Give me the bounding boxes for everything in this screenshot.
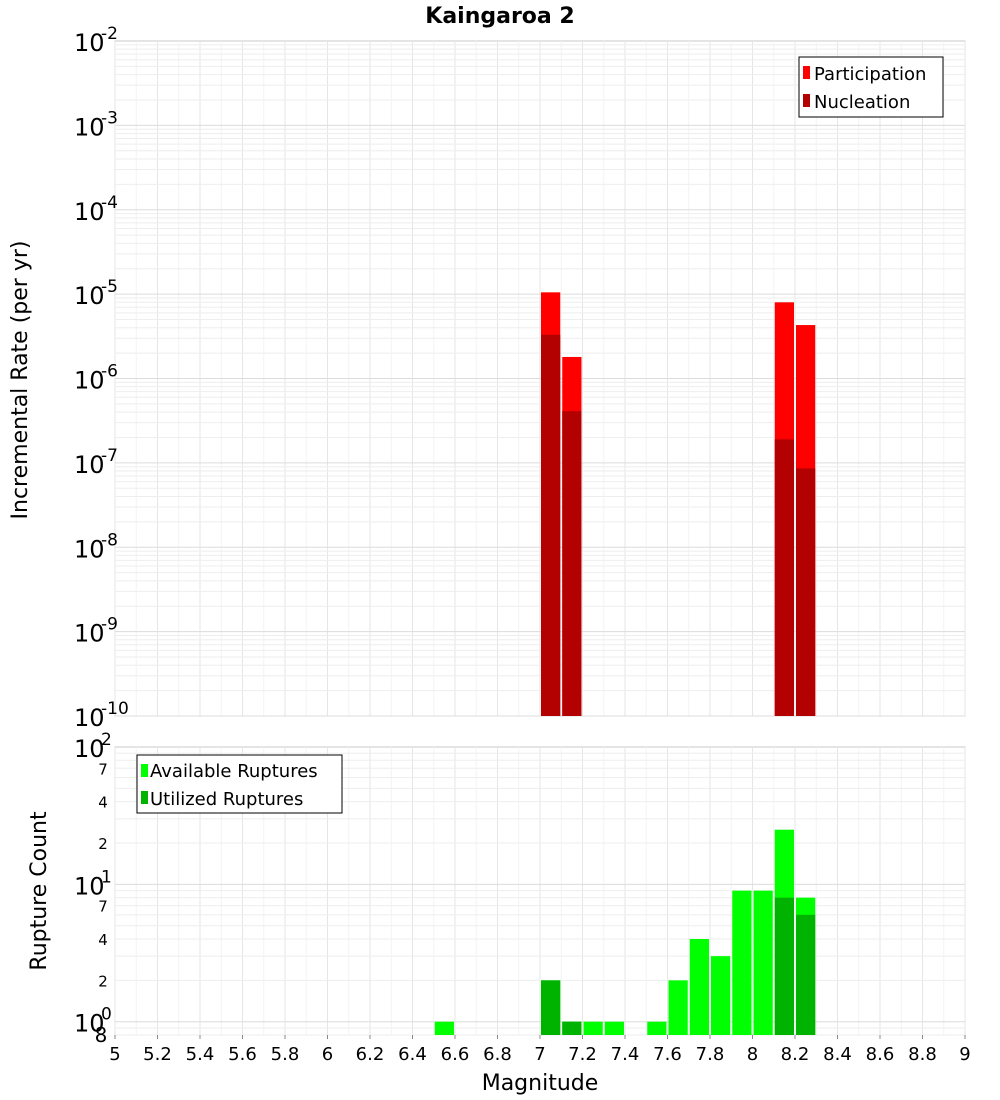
bar-utilized-ruptures	[562, 1021, 582, 1035]
x-tick-label: 5.2	[143, 1044, 172, 1065]
y-tick-exponent: 0	[101, 1005, 112, 1025]
legend-swatch-nucleation	[803, 94, 810, 107]
x-tick-label: 8.6	[866, 1044, 895, 1065]
legend-label-utilized: Utilized Ruptures	[150, 789, 303, 810]
bar-utilized-ruptures	[541, 980, 561, 1035]
bar-nucleation	[541, 334, 561, 716]
y-tick-label: 10	[74, 367, 105, 395]
y-tick-exponent: -5	[101, 277, 118, 297]
legend-label-nucleation: Nucleation	[814, 92, 910, 113]
bar-available-ruptures	[668, 980, 688, 1035]
bottom-bars	[434, 829, 816, 1035]
bar-available-ruptures	[434, 1021, 454, 1035]
y-tick-exponent: -4	[101, 193, 118, 213]
y-minor-tick-label: 7	[98, 760, 108, 778]
top-legend: Participation Nucleation	[798, 56, 944, 118]
y-tick-exponent: -6	[101, 362, 118, 382]
y-minor-tick-label: 2	[98, 835, 108, 853]
top-y-ticks: 10-210-310-410-510-610-710-810-910-10	[74, 24, 129, 732]
legend-label-participation: Participation	[814, 64, 926, 85]
y-minor-tick-label: 7	[98, 898, 108, 916]
x-tick-label: 5	[109, 1044, 120, 1065]
x-tick-label: 7.6	[653, 1044, 682, 1065]
y-minor-tick-label: 4	[98, 931, 108, 949]
chart-title: Kaingaroa 2	[425, 4, 574, 29]
y-tick-label: 10	[74, 113, 105, 141]
y-minor-tick-label: 4	[98, 794, 108, 812]
x-tick-label: 6.2	[356, 1044, 385, 1065]
bottom-grid	[114, 747, 966, 1036]
x-tick-label: 8.2	[781, 1044, 810, 1065]
y-tick-label: 10	[74, 535, 105, 563]
y-tick-label: 10	[74, 704, 105, 732]
top-plot: 10-210-310-410-510-610-710-810-910-10 In…	[8, 24, 966, 732]
bar-available-ruptures	[753, 890, 773, 1035]
y-tick-exponent: 2	[101, 730, 112, 750]
y-tick-label: 10	[74, 451, 105, 479]
bar-available-ruptures	[604, 1021, 624, 1035]
x-tick-label: 5.6	[228, 1044, 257, 1065]
bar-available-ruptures	[583, 1021, 603, 1035]
bar-utilized-ruptures	[796, 914, 816, 1035]
y-tick-label: 10	[74, 198, 105, 226]
y-tick-label: 10	[74, 872, 105, 900]
y-tick-label: 10	[74, 29, 105, 57]
y-tick-label: 10	[74, 282, 105, 310]
legend-swatch-participation	[803, 66, 810, 79]
y-tick-label: 10	[74, 1010, 105, 1038]
y-tick-exponent: -10	[101, 699, 129, 719]
bar-available-ruptures	[732, 890, 752, 1035]
y-tick-exponent: 1	[101, 867, 112, 887]
y-tick-exponent: -8	[101, 530, 118, 550]
x-ticks: 5 5.2 5.4 5.6 5.8 6 6.2 6.4 6.6 6.8 7 7.2 7.4 7.6 7.8 8…	[109, 1035, 971, 1065]
x-tick-label: 6.4	[398, 1044, 427, 1065]
y-tick-label: 10	[74, 735, 105, 763]
legend-swatch-available	[141, 764, 148, 777]
bar-available-ruptures	[647, 1021, 667, 1035]
bar-nucleation	[796, 468, 816, 716]
bottom-y-axis-title: Rupture Count	[27, 811, 52, 971]
x-tick-label: 7	[534, 1044, 545, 1065]
x-tick-label: 8.8	[908, 1044, 937, 1065]
x-tick-label: 6.8	[483, 1044, 512, 1065]
top-grid	[114, 41, 966, 717]
bar-nucleation	[562, 411, 582, 716]
x-tick-label: 7.2	[568, 1044, 597, 1065]
x-tick-label: 7.8	[696, 1044, 725, 1065]
bar-available-ruptures	[711, 956, 731, 1035]
y-tick-label: 10	[74, 620, 105, 648]
bar-nucleation	[774, 439, 794, 716]
x-tick-label: 8	[747, 1044, 758, 1065]
x-tick-label: 5.4	[186, 1044, 215, 1065]
x-tick-label: 8.4	[823, 1044, 852, 1065]
x-tick-label: 6.6	[441, 1044, 470, 1065]
y-tick-exponent: -2	[101, 24, 118, 44]
y-tick-exponent: -3	[101, 108, 118, 128]
x-tick-label: 6	[322, 1044, 333, 1065]
x-axis-title: Magnitude	[482, 1071, 599, 1096]
y-tick-exponent: -9	[101, 615, 118, 635]
top-y-axis-title: Incremental Rate (per yr)	[8, 241, 33, 520]
top-bars	[541, 292, 816, 716]
y-minor-tick-label: 2	[98, 972, 108, 990]
bottom-legend: Available Ruptures Utilized Ruptures	[136, 754, 343, 814]
y-tick-exponent: -7	[101, 446, 118, 466]
x-tick-label: 9	[959, 1044, 970, 1065]
legend-swatch-utilized	[141, 791, 148, 804]
x-tick-label: 5.8	[271, 1044, 300, 1065]
x-tick-label: 7.4	[611, 1044, 640, 1065]
bar-utilized-ruptures	[774, 897, 794, 1035]
legend-label-available: Available Ruptures	[150, 761, 318, 782]
y-minor-tick-label: 8	[95, 1023, 108, 1047]
bar-available-ruptures	[689, 939, 709, 1035]
